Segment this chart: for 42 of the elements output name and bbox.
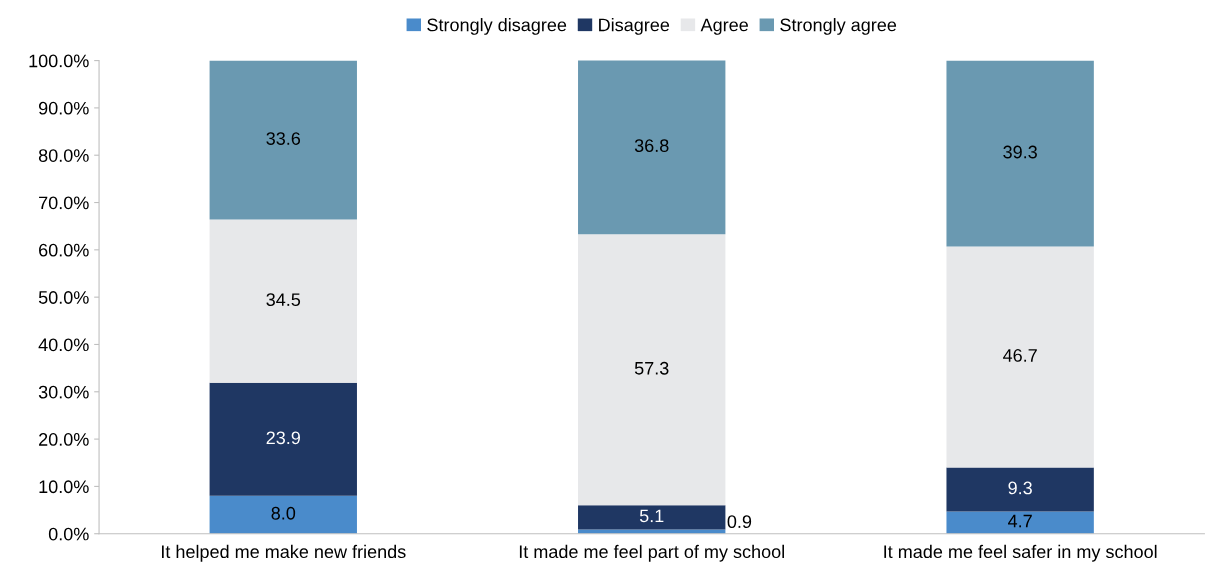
y-tick-label: 80.0%: [38, 149, 89, 162]
data-label: 36.8: [634, 139, 669, 153]
bar: [209, 60, 357, 220]
y-tick-label: 100.0%: [29, 54, 89, 68]
bar: [578, 234, 726, 506]
data-label: 46.7: [1003, 349, 1037, 362]
y-tick-label: 0.0%: [48, 527, 89, 541]
data-label: 5.1: [639, 509, 664, 523]
bar: [578, 529, 726, 534]
y-tick-label: 20.0%: [39, 433, 89, 446]
x-tick-label: It made me feel part of my school: [519, 544, 784, 562]
legend-label: Agree: [700, 18, 748, 35]
data-label: 57.3: [634, 361, 669, 375]
y-tick-label: 10.0%: [39, 480, 89, 494]
bar: [578, 60, 726, 235]
bar: [946, 511, 1094, 534]
bar: [946, 246, 1094, 468]
data-label: 33.6: [266, 132, 301, 145]
legend-label: Strongly disagree: [427, 18, 567, 35]
data-label: 23.9: [266, 431, 300, 445]
data-label: 9.3: [1008, 481, 1032, 495]
legend-label: Disagree: [599, 18, 670, 35]
x-tick-label: It helped me make new friends: [162, 544, 406, 562]
data-label: 0.9: [727, 515, 752, 529]
data-label: 39.3: [1003, 145, 1037, 159]
y-tick-label: 90.0%: [38, 101, 89, 115]
y-tick-label: 50.0%: [38, 291, 89, 304]
bar: [578, 505, 726, 530]
legend-label: Strongly agree: [780, 18, 897, 35]
y-tick-label: 40.0%: [38, 338, 89, 352]
bar: [946, 60, 1094, 247]
bar: [946, 467, 1094, 512]
bar: [209, 219, 357, 383]
bar: [209, 495, 357, 534]
data-label: 4.7: [1008, 514, 1032, 528]
data-label: 8.0: [271, 506, 296, 520]
y-tick-label: 60.0%: [39, 243, 89, 257]
y-tick-label: 70.0%: [39, 196, 89, 210]
data-label: 34.5: [266, 293, 301, 307]
y-tick-label: 30.0%: [38, 385, 89, 399]
x-tick-label: It made me feel safer in my school: [884, 544, 1157, 562]
bar: [209, 382, 357, 496]
